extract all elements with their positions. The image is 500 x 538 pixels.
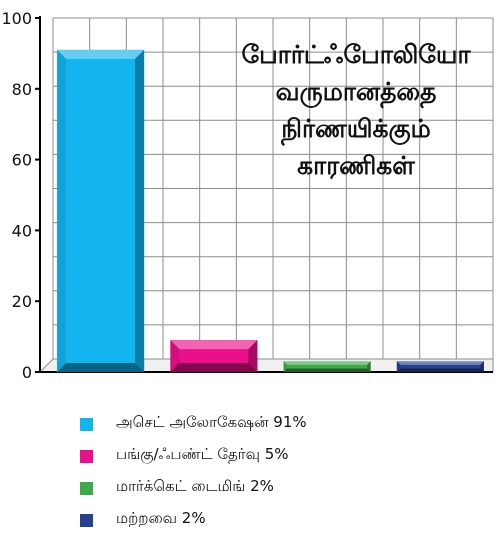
legend-label: மார்க்கெட் டைமிங் 2% <box>116 477 274 495</box>
bar-side-bevel <box>170 340 180 372</box>
bar-bottom-bevel <box>57 363 145 372</box>
legend-item: பங்கு/ஃபண்ட் தேர்வு 5% <box>80 442 490 474</box>
bar-top-bevel <box>57 49 145 59</box>
bar-bottom-bevel <box>283 368 371 372</box>
y-tick-label: 100 <box>1 9 32 28</box>
y-tick-label: 80 <box>12 80 32 99</box>
legend-swatch <box>80 450 93 463</box>
chart-title-line: காரணிகள் <box>297 151 415 180</box>
bar-side-bevel <box>135 49 145 373</box>
y-tick-label: 60 <box>12 151 32 170</box>
legend-item: மற்றவை 2% <box>80 506 490 538</box>
y-tick-label: 0 <box>22 363 32 382</box>
bar <box>283 361 371 372</box>
legend-label: மற்றவை 2% <box>116 509 206 527</box>
legend-swatch <box>80 418 93 431</box>
bar-top-bevel <box>170 340 258 350</box>
bar-bottom-bevel <box>396 368 484 372</box>
legend-label: பங்கு/ஃபண்ட் தேர்வு 5% <box>116 445 289 463</box>
bar-side-bevel <box>248 340 258 372</box>
bar <box>57 49 145 373</box>
chart-title-line: போர்ட்ஃபோலியோ <box>241 40 471 69</box>
legend: அசெட் அலோகேஷன் 91% பங்கு/ஃபண்ட் தேர்வு 5… <box>80 410 490 538</box>
bar-top-bevel <box>283 361 371 365</box>
legend-swatch <box>80 482 93 495</box>
bar <box>396 361 484 372</box>
y-tick-label: 40 <box>12 221 32 240</box>
chart-title-line: வருமானத்தை <box>275 77 437 106</box>
legend-item: அசெட் அலோகேஷன் 91% <box>80 410 490 442</box>
chart-title-line: நிர்ணயிக்கும் <box>281 114 431 143</box>
legend-item: மார்க்கெட் டைமிங் 2% <box>80 474 490 506</box>
bar-top-bevel <box>396 361 484 365</box>
y-tick-label: 20 <box>12 292 32 311</box>
bar-side-bevel <box>57 49 67 373</box>
bar-chart: 0 20 40 60 80 100 <box>1 9 494 382</box>
bar-bottom-bevel <box>170 363 258 372</box>
chart-title: போர்ட்ஃபோலியோ வருமானத்தை நிர்ணயிக்கும் க… <box>216 36 496 184</box>
legend-label: அசெட் அலோகேஷன் 91% <box>116 413 307 431</box>
